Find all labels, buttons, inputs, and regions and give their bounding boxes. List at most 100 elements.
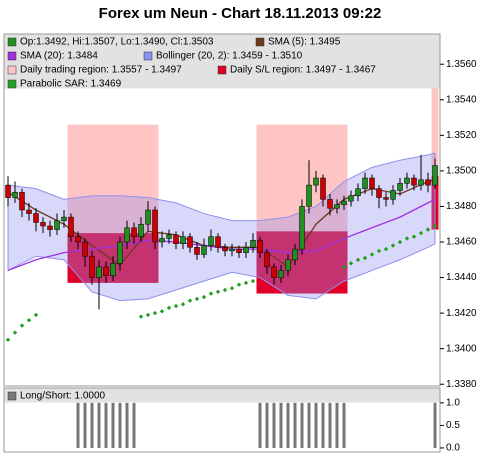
bar [76, 402, 80, 448]
sar-dot [404, 236, 410, 241]
candle-body [54, 220, 60, 230]
candle-body [26, 209, 32, 214]
chart-title: Forex um Neun - Chart 18.11.2013 09:22 [99, 5, 382, 22]
candle-body [166, 234, 172, 239]
candle-body [208, 236, 214, 246]
candle-body [75, 236, 81, 243]
legend-swatch [7, 79, 17, 89]
bar [321, 402, 325, 448]
sar-dot [215, 289, 221, 294]
candle-body [117, 241, 123, 264]
y-tick-label: 0.0 [446, 443, 460, 454]
candle-body [376, 188, 382, 198]
candle-body [82, 241, 88, 257]
candle-body [425, 179, 431, 186]
y-tick-label: 1.3460 [446, 237, 477, 248]
sar-dot [152, 310, 158, 316]
bar [335, 402, 339, 448]
candle-body [61, 216, 67, 221]
bar [258, 402, 262, 448]
sar-dot [390, 243, 396, 248]
legend-swatch [255, 37, 265, 47]
y-tick-label: 1.3380 [446, 379, 477, 390]
y-tick-label: 0.5 [446, 420, 460, 431]
candle-body [264, 252, 270, 268]
sar-dot [397, 239, 403, 245]
sar-dot [383, 246, 389, 252]
candle-body [292, 248, 298, 261]
candle-body [201, 245, 207, 255]
y-tick-label: 1.0 [446, 398, 460, 409]
y-tick-label: 1.3420 [446, 308, 477, 319]
sar-dot [411, 234, 417, 239]
y-tick-label: 1.3560 [446, 59, 477, 70]
candle-body [397, 183, 403, 191]
candle-body [278, 270, 284, 278]
candle-body [12, 191, 18, 198]
bar [279, 402, 283, 448]
candle-body [404, 177, 410, 184]
bar [265, 402, 269, 448]
bar [125, 402, 129, 448]
candle-body [432, 165, 438, 186]
legend-swatch [143, 51, 153, 61]
candle-body [229, 248, 235, 252]
bar [132, 402, 136, 448]
sar-dot [369, 252, 375, 257]
legend-box [4, 34, 440, 89]
candle-body [47, 225, 53, 230]
sar-dot [236, 282, 242, 287]
legend-label: SMA (20): 1.3484 [20, 51, 98, 62]
sar-dot [348, 261, 354, 266]
sar-dot [145, 312, 151, 318]
sar-dot [166, 305, 172, 310]
legend-label: Long/Short: 1.0000 [20, 391, 106, 402]
candle-body [5, 184, 11, 198]
candle-body [40, 222, 46, 227]
bar [111, 402, 115, 448]
candle-body [411, 177, 417, 186]
bar [328, 402, 332, 448]
bar [104, 402, 108, 448]
candle-body [299, 206, 305, 250]
candle-body [257, 239, 263, 253]
bar [83, 402, 87, 448]
sar-dot [201, 294, 207, 300]
legend-label: Daily trading region: 1.3557 - 1.3497 [20, 65, 182, 76]
sar-dot [180, 302, 186, 307]
candle-body [131, 227, 137, 237]
y-tick-label: 1.3540 [446, 94, 477, 105]
candle-body [124, 227, 130, 243]
legend-label: SMA (5): 1.3495 [268, 37, 341, 48]
candle-body [362, 177, 368, 189]
legend-label: Op:1.3492, Hi:1.3507, Lo:1.3490, Cl:1.35… [20, 37, 214, 48]
candle-body [390, 190, 396, 200]
region [431, 69, 439, 177]
bar [272, 402, 276, 448]
candle-body [173, 234, 179, 245]
legend-swatch [217, 65, 227, 75]
y-tick-label: 1.3400 [446, 343, 477, 354]
sar-dot [5, 337, 11, 342]
candle-body [68, 216, 74, 237]
sar-dot [376, 248, 382, 254]
bar [118, 402, 122, 448]
candle-body [152, 209, 158, 243]
y-tick-label: 1.3480 [446, 201, 477, 212]
sar-dot [187, 298, 193, 303]
sar-dot [173, 303, 179, 309]
candle-body [369, 177, 375, 189]
sar-dot [194, 296, 200, 302]
sar-dot [159, 309, 165, 314]
sar-dot [12, 330, 18, 335]
candle-body [96, 266, 102, 278]
candle-body [138, 223, 144, 237]
sar-dot [250, 278, 256, 284]
bar [433, 402, 437, 448]
legend-box [4, 388, 440, 403]
candle-body [348, 195, 354, 202]
candle-body [103, 266, 109, 277]
y-tick-label: 1.3500 [446, 166, 477, 177]
candle-body [327, 199, 333, 209]
